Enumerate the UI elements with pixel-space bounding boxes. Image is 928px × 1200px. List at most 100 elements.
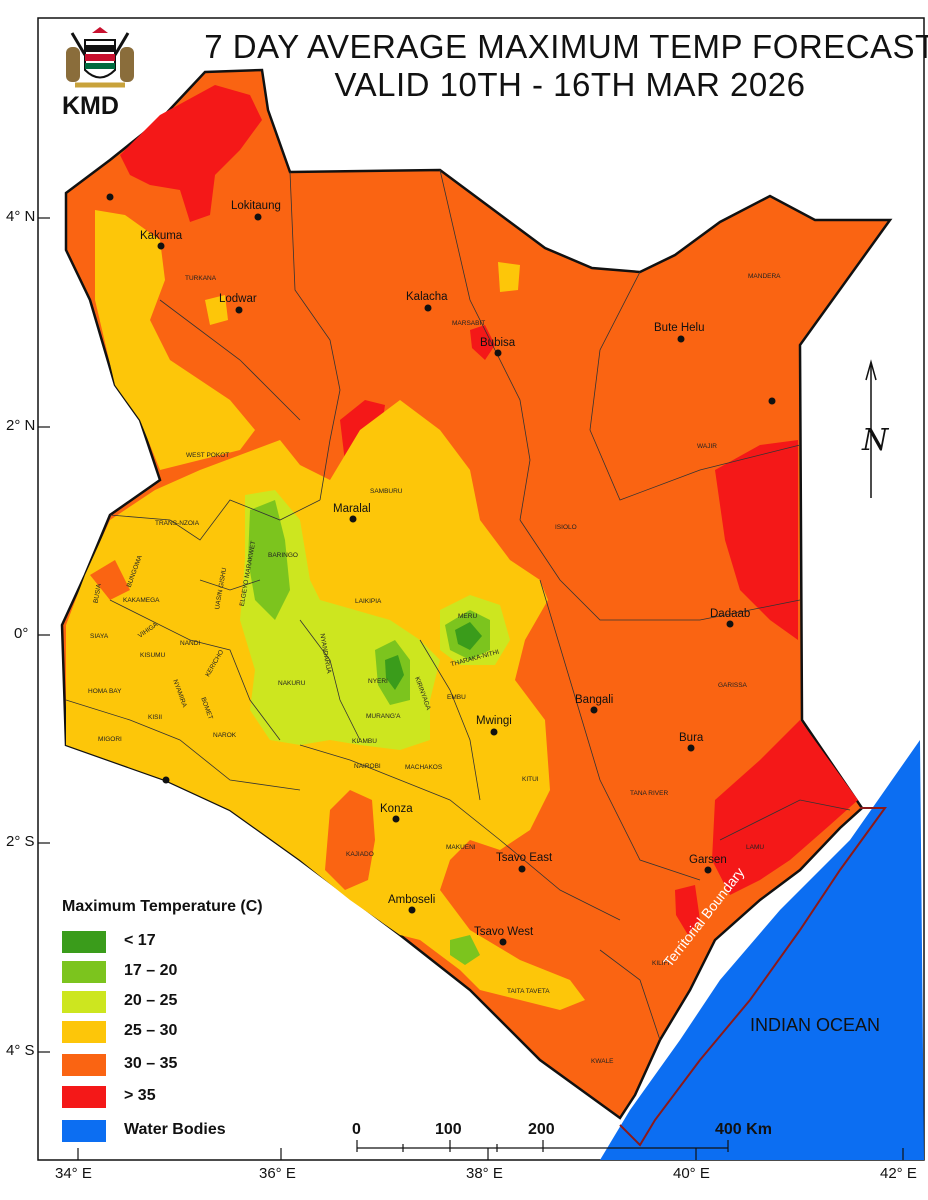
county-label: GARISSA: [718, 682, 747, 689]
county-label: KITUI: [522, 776, 539, 783]
legend-label: Water Bodies: [124, 1121, 226, 1138]
scale-bar: [356, 1140, 729, 1152]
county-label: NYERI: [368, 678, 388, 685]
county-label: NAKURU: [278, 680, 306, 687]
legend-swatch: [62, 961, 106, 983]
lat-label-2s: 2° S: [6, 833, 35, 850]
lon-label-34e: 34° E: [55, 1165, 92, 1182]
county-label: KAKAMEGA: [123, 597, 160, 604]
temp-zone-red-small-2: [470, 325, 495, 360]
county-label: KISUMU: [140, 652, 166, 659]
county-label: MANDERA: [748, 273, 781, 280]
temp-zone-darkgreen-1: [385, 655, 404, 690]
lat-label-0: 0°: [14, 625, 29, 642]
kenya-coat-of-arms-icon: [60, 25, 140, 125]
city-label-kalacha: Kalacha: [406, 291, 448, 303]
county-label: WAJIR: [697, 443, 717, 450]
map-title-line-2: VALID 10TH - 16TH MAR 2026: [334, 66, 806, 103]
county-label: MERU: [458, 613, 478, 620]
lon-label-42e: 42° E: [880, 1165, 917, 1182]
compass-letter: N: [861, 423, 890, 458]
lon-label-40e: 40° E: [673, 1165, 710, 1182]
legend-label: 20 – 25: [124, 992, 178, 1009]
temp-zone-orange-west: [90, 560, 130, 600]
city-label-kakuma: Kakuma: [140, 230, 183, 242]
lat-label-2n: 2° N: [6, 417, 36, 434]
legend-title: Maximum Temperature (C): [62, 898, 263, 915]
lat-label-4s: 4° S: [6, 1042, 35, 1059]
temp-zone-red-north: [120, 85, 262, 222]
city-label-amboseli: Amboseli: [388, 894, 436, 906]
temp-zone-red-small-3: [675, 885, 700, 935]
north-arrow-icon: N: [861, 359, 890, 498]
legend-label: 25 – 30: [124, 1022, 178, 1039]
territorial-boundary-line: [619, 807, 887, 1147]
county-label: SAMBURU: [370, 488, 403, 495]
legend-swatch: [62, 931, 106, 953]
city-markers: [106, 193, 776, 946]
county-label: TAITA TAVETA: [507, 988, 550, 995]
county-label: ISIOLO: [555, 524, 577, 531]
county-label: LAMU: [746, 844, 765, 851]
legend-label: > 35: [124, 1087, 156, 1104]
city-label-dadaab: Dadaab: [710, 608, 751, 620]
legend-swatch: [62, 1120, 106, 1142]
county-label: MAKUENI: [446, 844, 476, 851]
legend-label: 17 – 20: [124, 962, 178, 979]
scale-label-0: 0: [352, 1121, 361, 1138]
county-label: NANDI: [180, 640, 201, 647]
county-label: KISII: [148, 714, 163, 721]
county-label: KAJIADO: [346, 851, 374, 858]
county-label: EMBU: [447, 694, 466, 701]
county-label: MARSABIT: [452, 320, 486, 327]
county-label: NAIROBI: [354, 763, 381, 770]
legend-swatch: [62, 1086, 106, 1108]
county-label: TANA RIVER: [630, 790, 669, 797]
county-label: SIAYA: [90, 633, 109, 640]
lon-label-36e: 36° E: [259, 1165, 296, 1182]
county-label: TURKANA: [185, 275, 217, 282]
temp-zone-orange-kajiado: [325, 790, 375, 890]
temp-zone-green-4: [450, 935, 480, 965]
legend-swatch: [62, 1021, 106, 1043]
legend-label: < 17: [124, 932, 156, 949]
county-label: HOMA BAY: [88, 688, 122, 695]
scale-label-400: 400 Km: [715, 1121, 772, 1138]
temp-zone-green-1: [248, 500, 290, 620]
county-label: BARINGO: [268, 552, 298, 559]
city-label-lodwar: Lodwar: [219, 293, 257, 305]
city-label-bura: Bura: [679, 732, 704, 744]
temp-zone-red-east: [715, 440, 798, 640]
scale-label-200: 200: [528, 1121, 555, 1138]
map-title-line-1: 7 DAY AVERAGE MAXIMUM TEMP FORECAST: [204, 28, 928, 65]
graticule-ticks: [38, 217, 904, 1160]
legend-label: 30 – 35: [124, 1055, 178, 1072]
county-label: NAROK: [213, 732, 237, 739]
county-label: MURANG'A: [366, 713, 401, 720]
city-label-mwingi: Mwingi: [476, 715, 512, 727]
legend-swatch: [62, 1054, 106, 1076]
temp-zone-yellow-blob-1: [498, 262, 520, 292]
city-label-bangali: Bangali: [575, 694, 614, 706]
county-label: WEST POKOT: [186, 452, 230, 459]
city-label-bute-helu: Bute Helu: [654, 322, 705, 334]
city-label-konza: Konza: [380, 803, 413, 815]
lat-label-4n: 4° N: [6, 208, 36, 225]
temp-zone-darkgreen-2: [455, 622, 482, 650]
lon-label-38e: 38° E: [466, 1165, 503, 1182]
county-label: LAIKIPIA: [355, 598, 382, 605]
county-label: TRANS-NZOIA: [155, 520, 200, 527]
indian-ocean: [600, 740, 924, 1160]
county-label: KWALE: [591, 1058, 614, 1065]
temp-zone-yellow-turkana: [95, 210, 255, 470]
county-label: MIGORI: [98, 736, 122, 743]
temp-zone-yellow-blob-2: [205, 295, 228, 325]
city-label-garsen: Garsen: [689, 854, 727, 866]
county-label: MACHAKOS: [405, 764, 443, 771]
city-label-bubisa: Bubisa: [480, 337, 516, 349]
county-boundaries: [65, 169, 851, 1041]
city-label-lokitaung: Lokitaung: [231, 200, 281, 212]
city-label-tsavo-west: Tsavo West: [474, 926, 534, 938]
scale-label-100: 100: [435, 1121, 462, 1138]
